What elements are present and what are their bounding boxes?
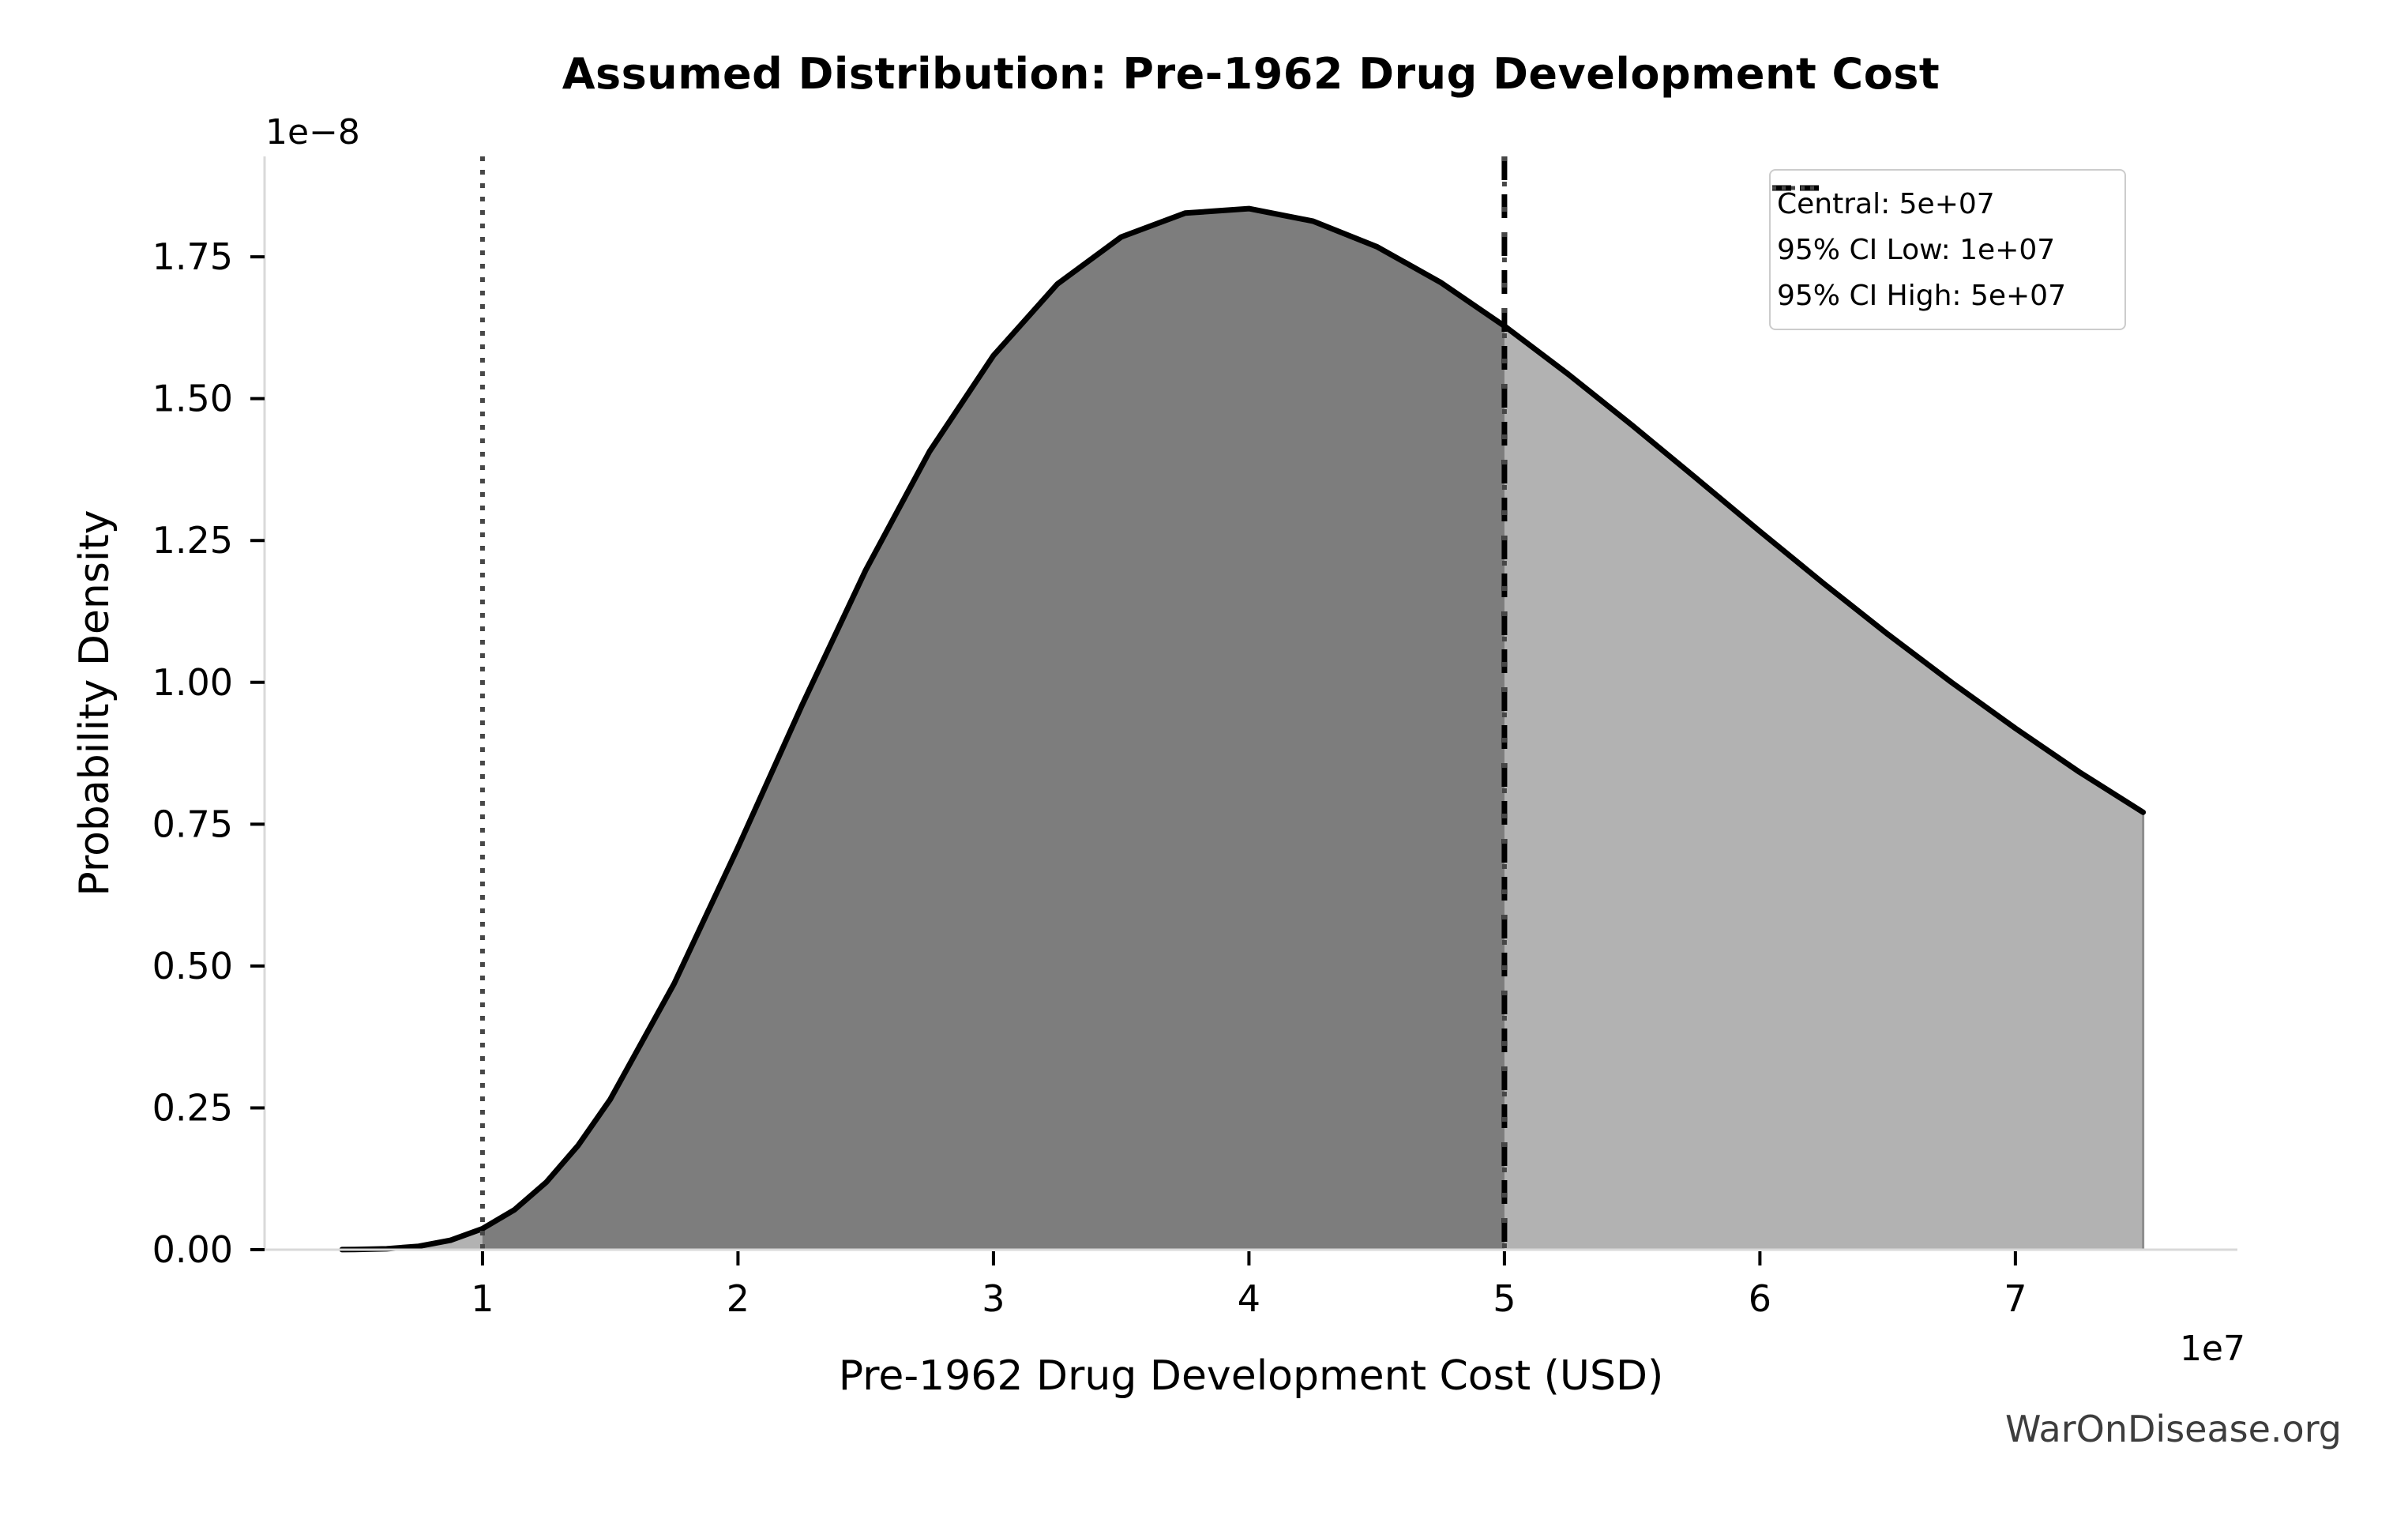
y-tick-label: 0.00 <box>152 1228 233 1271</box>
chart-title: Assumed Distribution: Pre-1962 Drug Deve… <box>562 49 1940 99</box>
watermark-text: WarOnDisease.org <box>2005 1408 2342 1450</box>
y-tick-label: 1.00 <box>152 661 233 704</box>
density-fill-ci-region <box>482 209 1505 1250</box>
x-tick-label: 2 <box>727 1277 749 1320</box>
x-axis-label: Pre-1962 Drug Development Cost (USD) <box>838 1352 1664 1400</box>
legend-label-ci-low: 95% CI Low: 1e+07 <box>1777 233 2056 266</box>
x-tick-label: 7 <box>2004 1277 2027 1320</box>
legend-item-central: Central: 5e+07 <box>1772 185 2124 221</box>
x-axis-ticks: 1 2 3 4 5 6 7 <box>471 1251 2027 1320</box>
y-tick-label: 1.75 <box>152 235 233 278</box>
dotted-line-swatch-icon <box>1772 186 1820 190</box>
legend-item-ci-high: 95% CI High: 5e+07 <box>1772 186 2124 313</box>
x-tick-label: 3 <box>982 1277 1005 1320</box>
legend-item-ci-low: 95% CI Low: 1e+07 <box>1772 186 2124 267</box>
y-tick-label: 0.25 <box>152 1086 233 1129</box>
x-axis-offset-label: 1e7 <box>2179 1329 2245 1369</box>
x-tick-label: 6 <box>1749 1277 1771 1320</box>
x-tick-label: 1 <box>471 1277 494 1320</box>
density-curve <box>339 205 2147 1253</box>
legend-label-ci-high: 95% CI High: 5e+07 <box>1777 279 2066 312</box>
x-tick-label: 4 <box>1238 1277 1260 1320</box>
y-axis-ticks: 0.00 0.25 0.50 0.75 1.00 1.25 1.50 1.75 <box>152 235 265 1271</box>
y-tick-label: 0.50 <box>152 945 233 987</box>
y-tick-label: 0.75 <box>152 803 233 845</box>
y-axis-label: Probability Density <box>71 510 118 897</box>
legend-box: Central: 5e+07 95% CI Low: 1e+07 95% CI … <box>1769 169 2126 330</box>
legend-label-central: Central: 5e+07 <box>1777 187 1995 220</box>
y-tick-label: 1.50 <box>152 378 233 420</box>
y-tick-label: 1.25 <box>152 519 233 562</box>
x-tick-label: 5 <box>1493 1277 1516 1320</box>
y-axis-offset-label: 1e−8 <box>265 112 360 152</box>
